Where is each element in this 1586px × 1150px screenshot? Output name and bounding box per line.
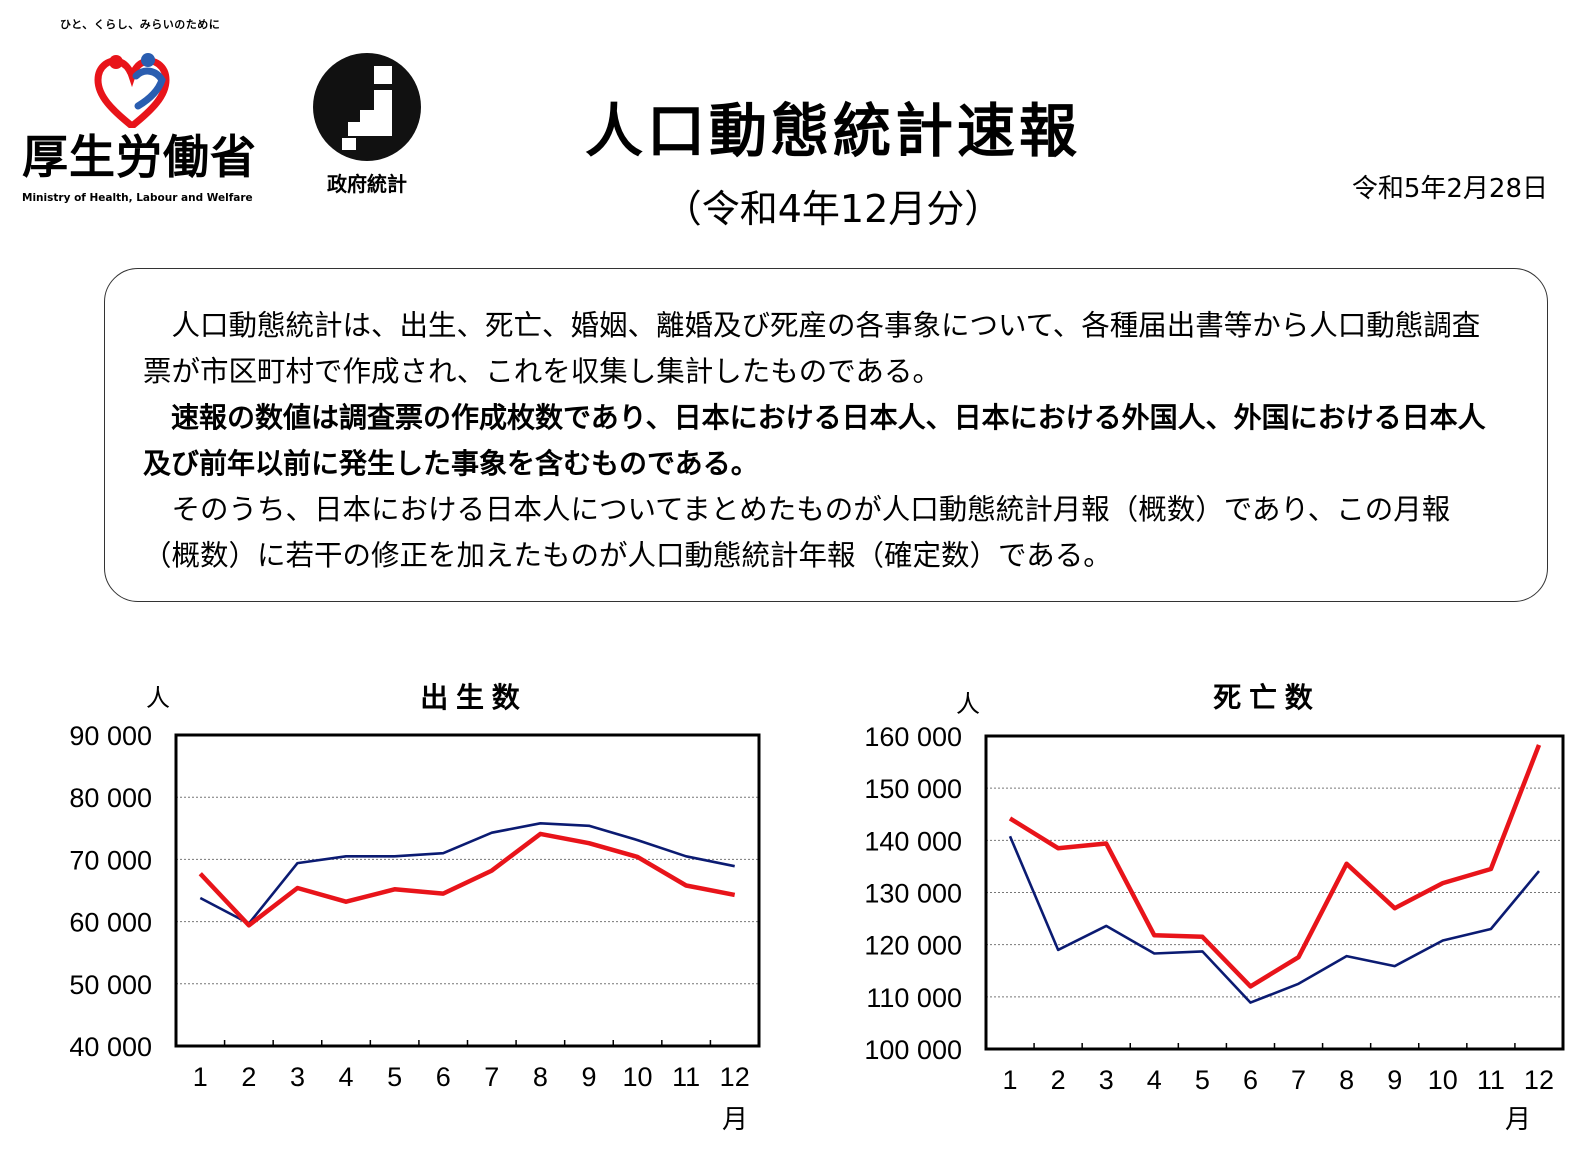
y-tick-label: 110 000: [866, 983, 962, 1013]
chart-title: 死 亡 数: [1213, 682, 1314, 713]
notice-paragraph-2: 速報の数値は調査票の作成枚数であり、日本における日本人、日本における外国人、外国…: [143, 401, 1486, 480]
y-tick-label: 140 000: [864, 826, 962, 856]
page-subtitle: （令和4年12月分）: [663, 187, 1003, 231]
x-tick-label: 4: [339, 1062, 354, 1092]
x-tick-label: 1: [1003, 1065, 1018, 1095]
notice-paragraph-1: 人口動態統計は、出生、死亡、婚姻、離婚及び死産の各事象について、各種届出書等から…: [143, 309, 1481, 388]
x-tick-label: 11: [672, 1062, 700, 1092]
x-tick-label: 6: [1243, 1065, 1258, 1095]
y-tick-label: 40 000: [69, 1032, 152, 1062]
x-tick-label: 2: [241, 1062, 256, 1092]
x-axis-unit-label: 月: [1505, 1104, 1531, 1134]
y-axis-unit-label: 人: [956, 691, 980, 718]
x-tick-label: 2: [1051, 1065, 1066, 1095]
y-tick-label: 130 000: [864, 879, 962, 909]
plot-area-frame: [984, 734, 1565, 1051]
y-tick-label: 90 000: [69, 721, 152, 751]
x-tick-label: 9: [581, 1062, 596, 1092]
previous-year-series-line: [199, 822, 735, 925]
births-chart-svg: 出 生 数 人月 40 000 50 000 60 000 70 000 80 000 90 …: [69, 682, 761, 1134]
logo-tagline: ひと、くらし、みらいのために: [60, 18, 221, 31]
current-year-series-line: [1008, 744, 1542, 989]
x-tick-label: 5: [387, 1062, 402, 1092]
x-tick-label: 12: [1524, 1065, 1554, 1095]
ministry-name-english: Ministry of Health, Labour and Welfare: [22, 192, 253, 204]
ministry-emblem-icon: [94, 53, 170, 128]
x-tick-label: 3: [1099, 1065, 1114, 1095]
x-tick-label: 1: [193, 1062, 208, 1092]
page-title: 人口動態統計速報: [584, 97, 1081, 165]
y-tick-label: 100 000: [864, 1035, 962, 1065]
x-tick-label: 9: [1387, 1065, 1402, 1095]
x-tick-label: 8: [1339, 1065, 1354, 1095]
previous-year-series-line: [1008, 835, 1540, 1004]
x-tick-label: 5: [1195, 1065, 1210, 1095]
ministry-name: 厚生労働省: [22, 130, 257, 184]
x-tick-label: 11: [1477, 1065, 1505, 1095]
deaths-chart: 死 亡 数 人月 100 000 110 000 120 000 130 000 140 0…: [790, 670, 1586, 1140]
deaths-chart-svg: 死 亡 数 人月 100 000 110 000 120 000 130 000 140 0…: [864, 682, 1565, 1134]
x-tick-label: 7: [1291, 1065, 1306, 1095]
y-tick-label: 80 000: [69, 783, 152, 813]
y-axis-unit-label: 人: [146, 685, 170, 712]
government-statistics-label: 政府統計: [327, 172, 407, 196]
notice-box: 人口動態統計は、出生、死亡、婚姻、離婚及び死産の各事象について、各種届出書等から…: [104, 268, 1548, 602]
x-tick-label: 6: [436, 1062, 451, 1092]
births-chart: 出 生 数 人月 40 000 50 000 60 000 70 000 80 000 90 …: [0, 670, 790, 1140]
x-tick-label: 10: [623, 1062, 653, 1092]
publication-date: 令和5年2月28日: [1351, 174, 1548, 204]
y-tick-label: 120 000: [864, 931, 962, 961]
x-tick-label: 7: [484, 1062, 499, 1092]
current-year-series-line: [198, 831, 736, 928]
x-axis-unit-label: 月: [722, 1104, 748, 1134]
x-tick-label: 3: [290, 1062, 305, 1092]
y-tick-label: 160 000: [864, 722, 962, 752]
y-tick-label: 50 000: [69, 970, 152, 1000]
y-tick-label: 150 000: [864, 774, 962, 804]
y-tick-label: 60 000: [69, 908, 152, 938]
x-tick-label: 8: [533, 1062, 548, 1092]
x-tick-label: 12: [720, 1062, 750, 1092]
x-tick-label: 10: [1428, 1065, 1458, 1095]
x-tick-label: 4: [1147, 1065, 1162, 1095]
plot-area-frame: [174, 733, 761, 1048]
government-statistics-logo-icon: [313, 53, 421, 161]
y-tick-label: 70 000: [69, 845, 152, 875]
notice-paragraph-3: そのうち、日本における日本人についてまとめたものが人口動態統計月報（概数）であり…: [143, 493, 1451, 572]
chart-title: 出 生 数: [420, 682, 521, 713]
